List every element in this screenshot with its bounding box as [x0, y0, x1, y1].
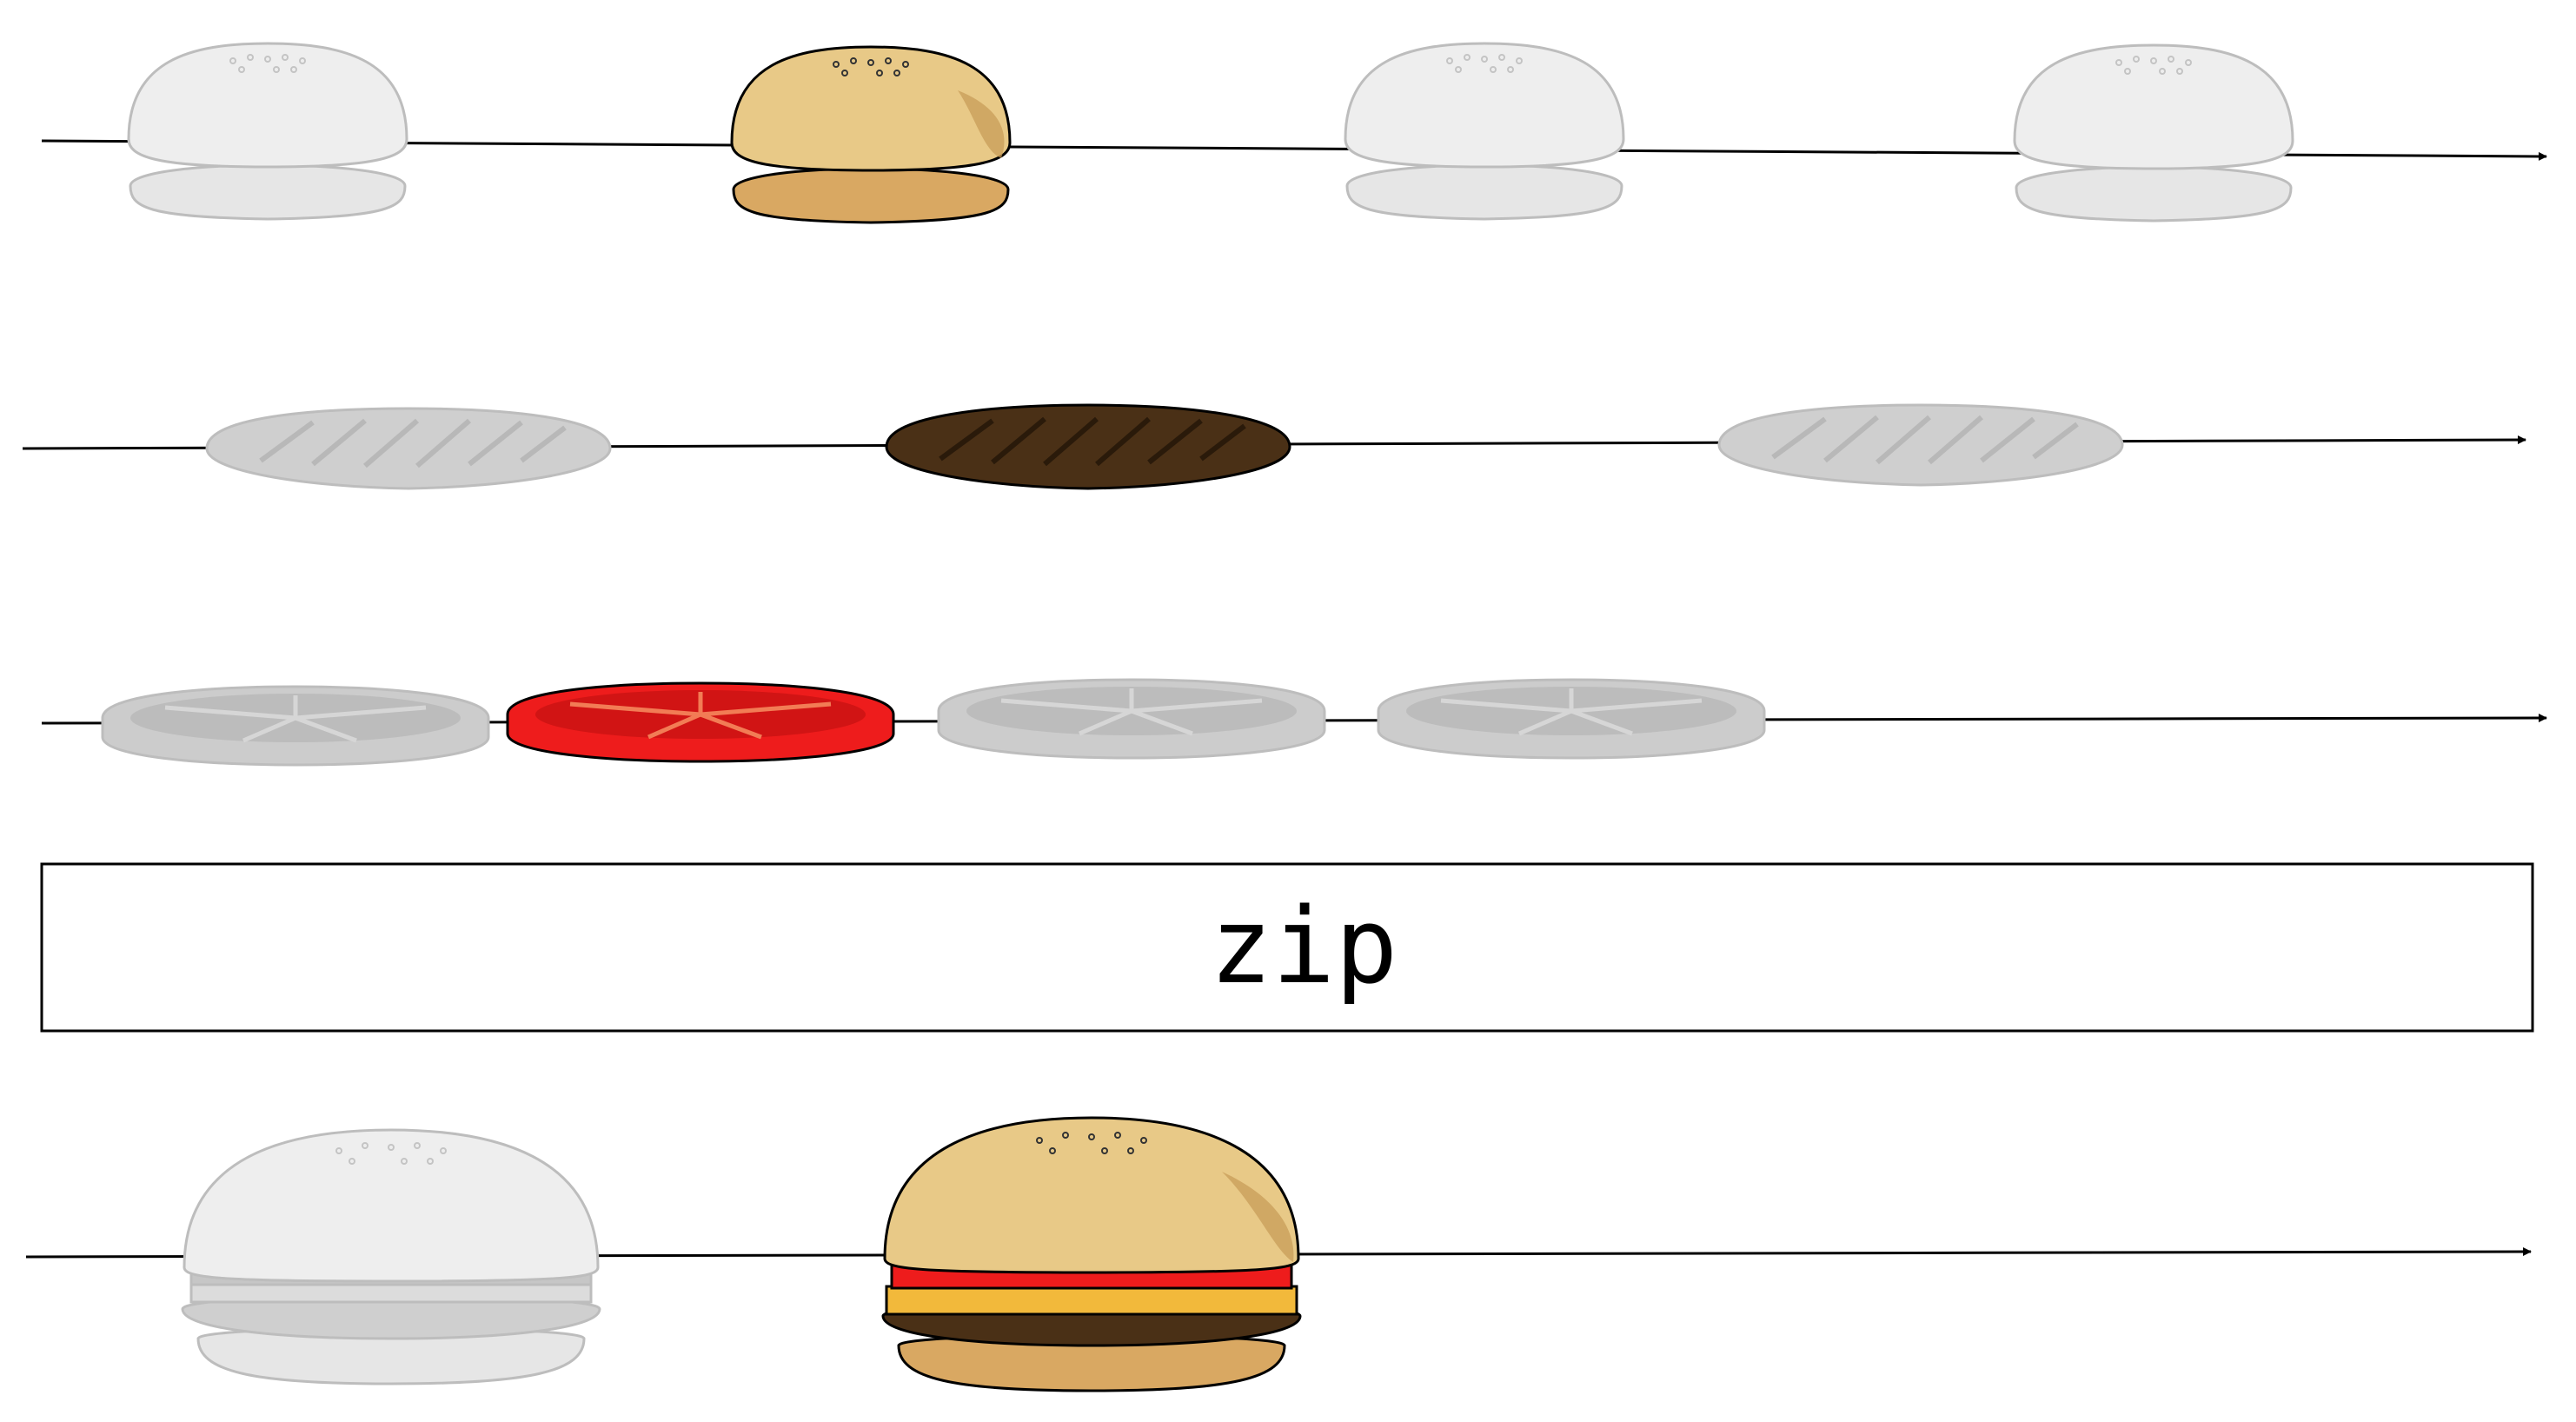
tomato-slice-icon [101, 685, 490, 767]
tomato-slice-icon [506, 681, 895, 763]
burger-icon [181, 1128, 601, 1385]
bun-icon [730, 45, 1012, 224]
operator-label: zip [1210, 887, 1398, 1007]
patty-icon [1717, 403, 2124, 487]
bun-icon [1344, 42, 1625, 221]
bun-stream [41, 42, 2547, 224]
zip-operator: zip [40, 862, 2534, 1033]
patty-stream [22, 403, 2526, 490]
tomato-stream [41, 678, 2547, 767]
bun-icon [2013, 43, 2294, 223]
patty-icon [205, 407, 612, 490]
patty-icon [885, 403, 1291, 490]
tomato-slice-icon [937, 678, 1326, 760]
operator-box [40, 862, 2534, 1033]
burger-icon [881, 1116, 1302, 1392]
bun-icon [127, 42, 408, 221]
burger-stream [25, 1116, 2532, 1392]
tomato-slice-icon [1377, 678, 1766, 760]
